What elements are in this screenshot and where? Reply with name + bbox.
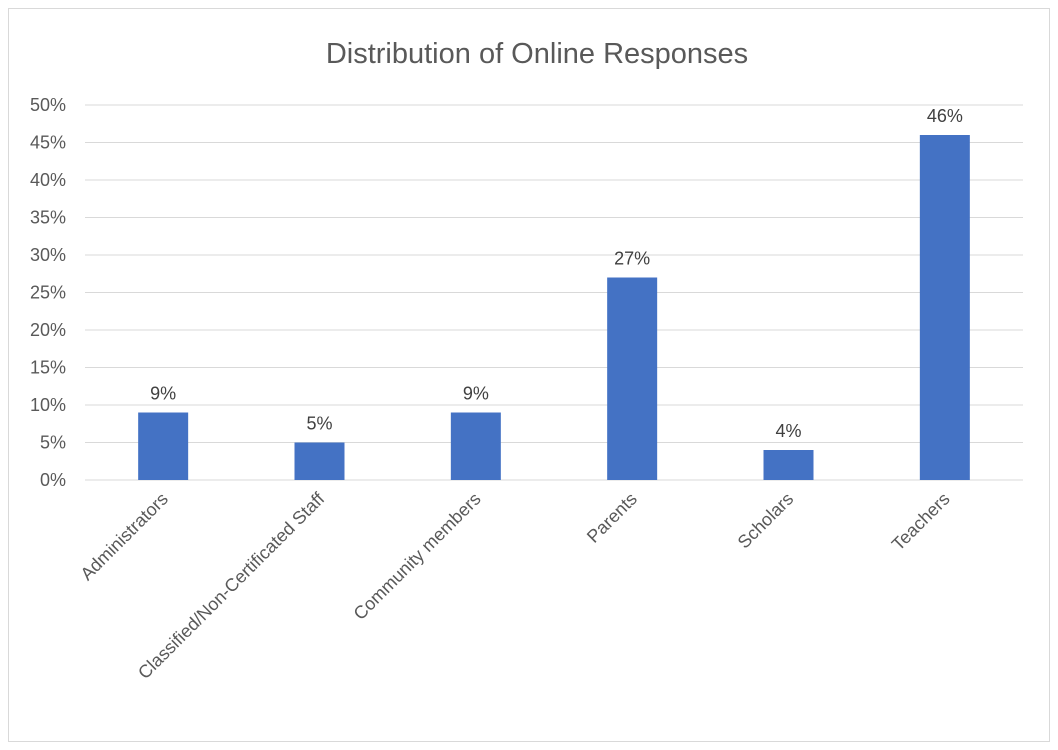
bar	[450, 412, 501, 480]
y-tick-label: 0%	[40, 470, 66, 490]
y-tick-label: 20%	[30, 320, 66, 340]
x-axis-categories: AdministratorsClassified/Non-Certificate…	[77, 488, 954, 683]
data-label: 5%	[306, 414, 332, 434]
data-label: 27%	[614, 249, 650, 269]
x-category-label: Scholars	[734, 489, 798, 553]
y-tick-label: 25%	[30, 283, 66, 303]
y-tick-label: 45%	[30, 133, 66, 153]
data-label: 46%	[927, 106, 963, 126]
data-labels: 9% 5% 9% 27% 4% 46%	[150, 106, 963, 441]
bar	[607, 277, 658, 480]
bar	[138, 412, 189, 480]
bar	[294, 442, 345, 480]
y-tick-label: 15%	[30, 358, 66, 378]
x-category-label: Administrators	[77, 489, 172, 584]
chart-title: Distribution of Online Responses	[326, 38, 748, 70]
y-tick-label: 30%	[30, 245, 66, 265]
data-label: 9%	[150, 384, 176, 404]
chart-frame	[8, 8, 1050, 742]
bars	[138, 135, 970, 480]
y-tick-label: 50%	[30, 95, 66, 115]
y-tick-label: 40%	[30, 170, 66, 190]
x-category-label: Community members	[350, 489, 485, 624]
x-category-label: Teachers	[888, 489, 954, 555]
x-category-label: Parents	[583, 489, 641, 547]
y-tick-label: 5%	[40, 433, 66, 453]
gridlines	[85, 104, 1023, 481]
y-tick-label: 35%	[30, 208, 66, 228]
bar	[919, 135, 970, 480]
bar	[763, 450, 814, 480]
y-axis-ticks: 0% 5% 10% 15% 20% 25% 30% 35% 40% 45% 50%	[30, 95, 66, 490]
data-label: 9%	[463, 384, 489, 404]
data-label: 4%	[775, 421, 801, 441]
y-tick-label: 10%	[30, 395, 66, 415]
x-category-label: Classified/Non-Certificated Staff	[134, 488, 329, 683]
